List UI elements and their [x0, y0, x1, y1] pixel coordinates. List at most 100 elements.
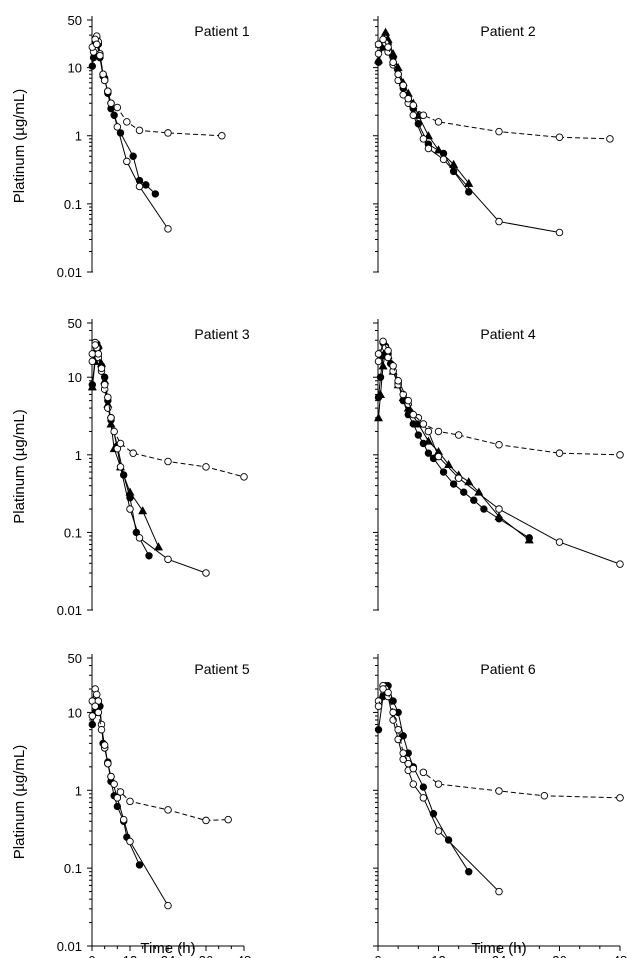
data-point [87, 382, 97, 391]
y-tick-label: 10 [68, 370, 82, 385]
data-point [138, 506, 148, 515]
data-point [88, 62, 97, 70]
data-point [164, 901, 172, 910]
data-point [384, 688, 392, 697]
data-point [218, 131, 226, 140]
x-tick-label: 0 [374, 953, 381, 958]
y-tick-label: 0.01 [57, 265, 82, 280]
data-point [374, 357, 383, 366]
data-point [100, 741, 109, 749]
data-point [404, 94, 413, 103]
data-point [164, 806, 172, 814]
data-point [135, 126, 144, 135]
data-point [394, 735, 402, 744]
data-point [97, 364, 106, 373]
y-tick-label: 0.01 [57, 603, 82, 618]
panel-title: Patient 6 [480, 661, 535, 677]
data-point [100, 381, 109, 389]
data-point [495, 217, 503, 226]
data-point [433, 145, 444, 154]
data-point [449, 480, 458, 488]
data-point [409, 764, 418, 773]
data-point [135, 861, 144, 869]
series-line [93, 34, 169, 230]
data-point [113, 123, 122, 131]
data-point [145, 552, 153, 560]
series-3 [374, 685, 624, 802]
data-point [379, 685, 387, 693]
series-line [378, 340, 621, 456]
data-point [419, 135, 428, 143]
x-tick-label: 24 [161, 953, 175, 958]
y-tick-label: 1 [75, 129, 82, 144]
data-point [240, 473, 248, 481]
data-point [126, 505, 134, 513]
series-3 [374, 36, 564, 237]
series-1 [374, 342, 533, 542]
series-line [378, 341, 621, 565]
x-tick-label: 48 [613, 953, 627, 958]
data-point [202, 569, 210, 577]
data-point [464, 477, 474, 486]
panel-2: Patient 2 [373, 16, 614, 273]
y-tick-label: 1 [75, 448, 82, 463]
data-point [88, 720, 97, 729]
data-point [434, 827, 443, 835]
data-point [495, 505, 503, 513]
data-point [119, 815, 128, 824]
data-point [151, 190, 160, 198]
data-point [399, 749, 407, 757]
data-point [374, 40, 383, 49]
x-tick-label: 0 [88, 953, 95, 958]
data-point [94, 708, 103, 717]
data-point [555, 538, 564, 546]
data-point [470, 496, 478, 504]
data-point [454, 474, 463, 482]
data-point [376, 373, 385, 381]
data-point [99, 70, 107, 78]
data-point [88, 712, 97, 720]
data-point [116, 463, 125, 471]
data-point [107, 414, 115, 422]
data-point [381, 27, 391, 36]
data-point [606, 135, 614, 143]
data-point [374, 350, 383, 358]
series-line [378, 39, 560, 233]
data-point [424, 449, 433, 457]
y-tick-label: 0.1 [64, 525, 82, 540]
data-point [107, 99, 115, 107]
data-point [116, 439, 125, 448]
data-point [419, 768, 428, 777]
data-point [495, 787, 503, 795]
y-tick-label: 50 [68, 651, 82, 666]
data-point [88, 357, 97, 366]
data-point [91, 341, 99, 349]
x-tick-label: 36 [552, 953, 566, 958]
y-tick-label: 0.01 [57, 939, 82, 954]
y-tick-label: 50 [68, 13, 82, 28]
data-point [434, 118, 443, 126]
data-point [129, 152, 137, 160]
panel-6: 0 12 24 36 48 Time (h) Patient 6 [373, 654, 627, 958]
data-point [125, 487, 135, 496]
data-point [123, 118, 131, 126]
x-axis-title: Time (h) [140, 940, 195, 957]
panel-title: Patient 2 [480, 23, 535, 39]
data-point [116, 788, 125, 796]
series-3 [88, 35, 226, 140]
data-point [439, 468, 448, 476]
data-point [495, 440, 503, 449]
panel-5: 0 12 24 36 48 Time (h) 50 10 1 0.1 0.01 Platinum (µ… [11, 651, 251, 958]
data-point [424, 427, 433, 436]
panel-title: Patient 4 [480, 326, 535, 342]
y-tick-label: 1 [75, 783, 82, 798]
data-point [100, 76, 109, 85]
data-point [495, 887, 503, 896]
data-point [389, 708, 397, 717]
panel-title: Patient 3 [194, 326, 249, 342]
series-4 [374, 337, 624, 459]
data-point [414, 431, 423, 439]
data-point [409, 111, 418, 119]
data-point [384, 353, 392, 362]
x-tick-label: 48 [237, 953, 251, 958]
